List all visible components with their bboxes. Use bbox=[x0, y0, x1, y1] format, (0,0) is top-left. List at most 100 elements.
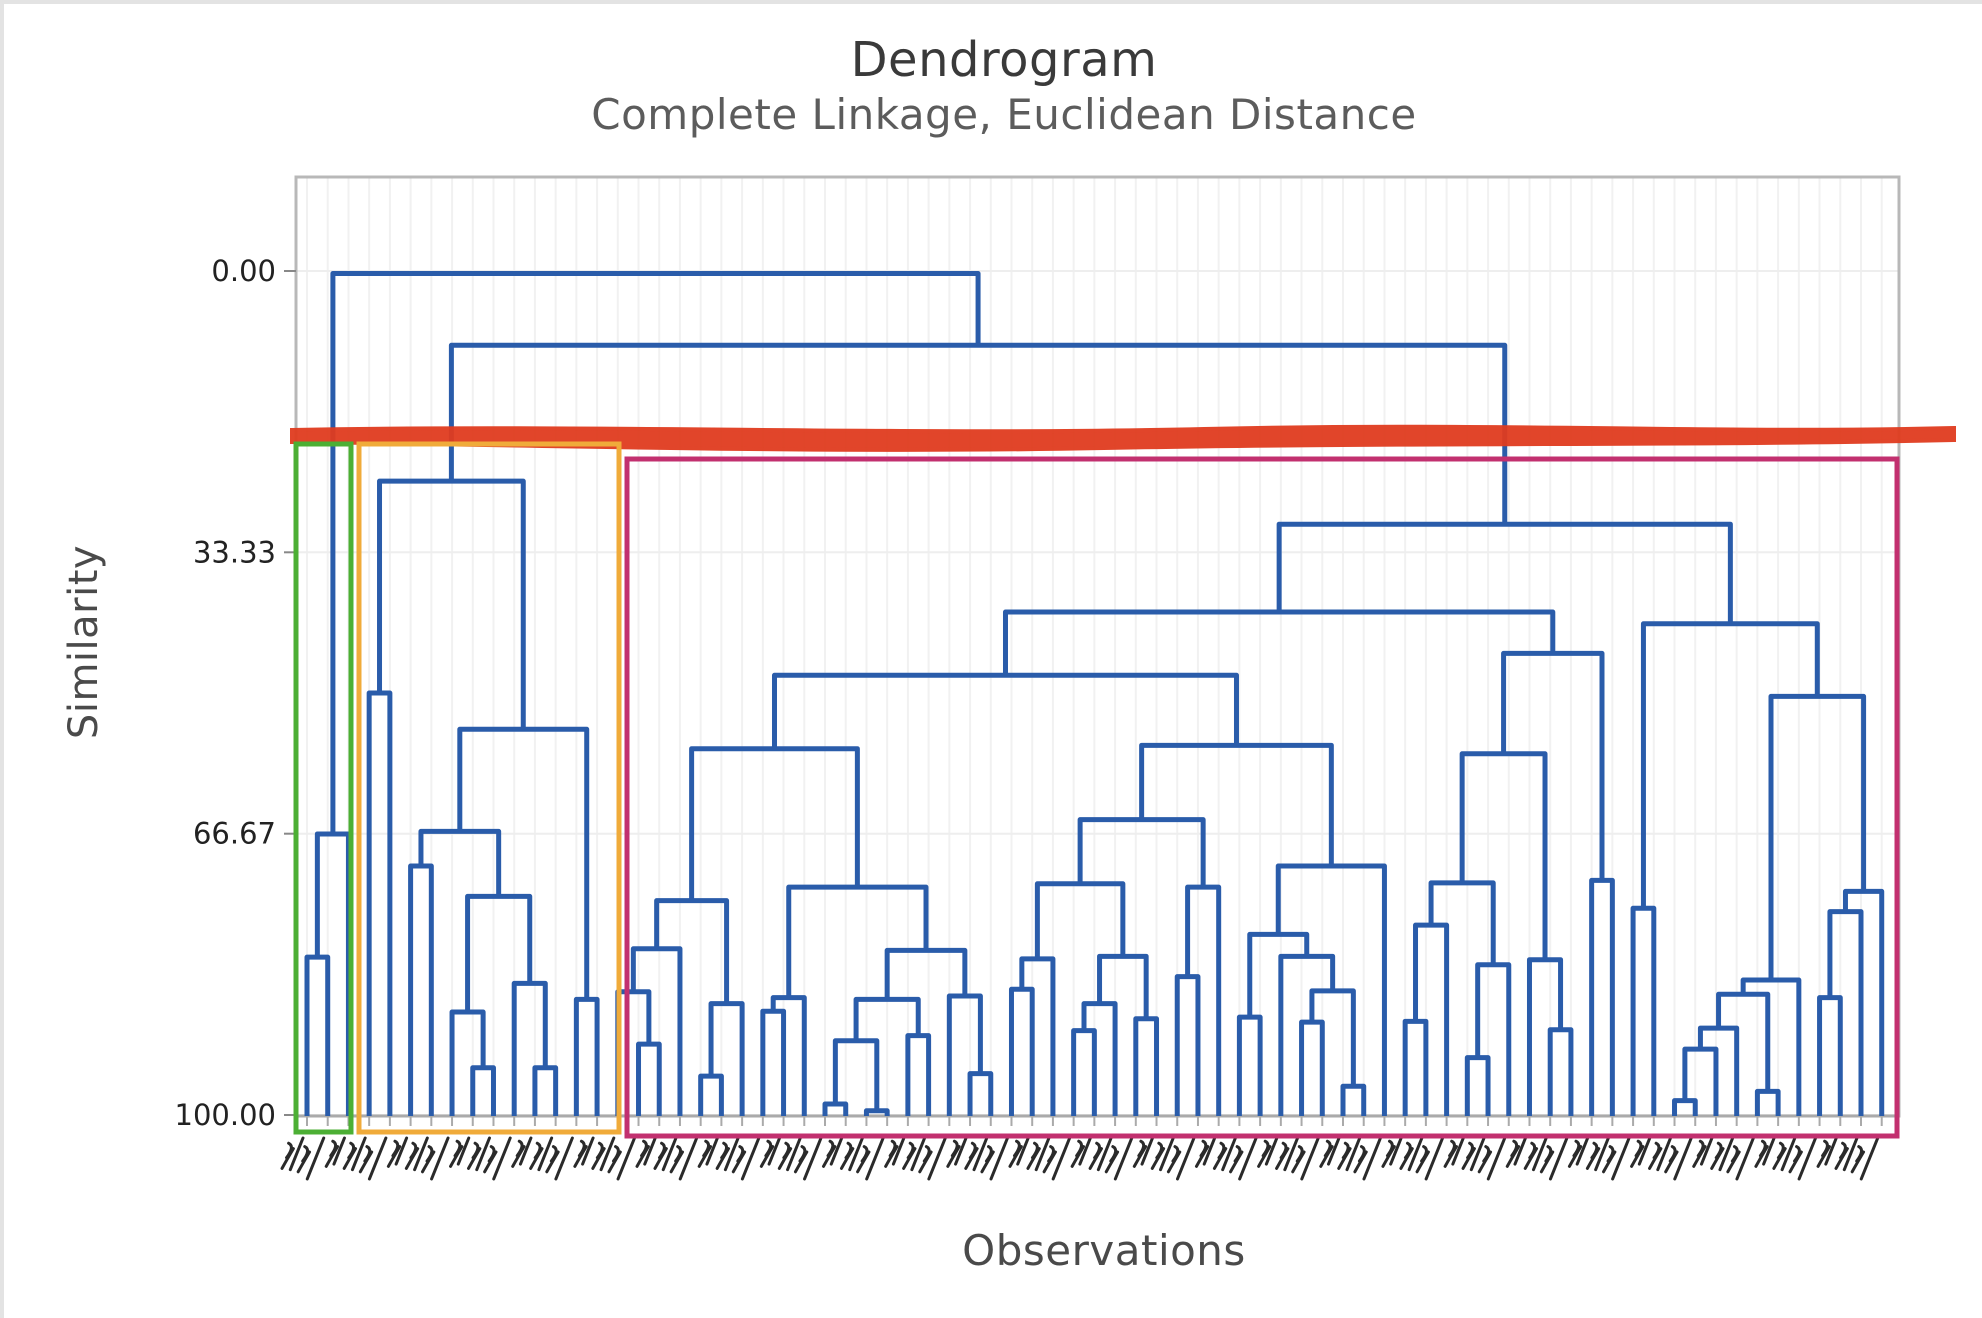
leaf-label-mark bbox=[404, 1136, 429, 1172]
leaf-label-mark bbox=[856, 1136, 885, 1181]
x-axis-label: Observations bbox=[962, 1226, 1246, 1275]
leaf-label-mark bbox=[573, 1136, 595, 1168]
leaf-label-mark bbox=[1194, 1136, 1217, 1168]
dendrogram-link bbox=[532, 1065, 559, 1116]
y-tick-label: 66.67 bbox=[193, 817, 276, 851]
x-tick-labels bbox=[280, 1136, 1880, 1181]
leaf-label-mark bbox=[1602, 1136, 1631, 1181]
leaf-label-mark bbox=[591, 1136, 616, 1172]
chart-title: Dendrogram bbox=[850, 32, 1158, 88]
leaf-label-mark bbox=[1150, 1136, 1175, 1172]
cluster-1-box bbox=[293, 441, 354, 1135]
chart-subtitle: Complete Linkage, Euclidean Distance bbox=[591, 90, 1417, 139]
x-axis-ticks bbox=[296, 1114, 1899, 1126]
leaf-label-mark bbox=[324, 1136, 346, 1168]
dendrogram-link bbox=[1547, 1027, 1574, 1116]
dendrogram-link bbox=[1402, 1018, 1429, 1116]
leaf-label-mark bbox=[1539, 1136, 1569, 1181]
leaf-label-mark bbox=[1850, 1136, 1880, 1181]
dendrogram-link bbox=[760, 1008, 787, 1116]
leaf-label-mark bbox=[1772, 1136, 1797, 1172]
dendrogram-link bbox=[832, 1038, 880, 1111]
dendrogram-link bbox=[470, 1065, 496, 1116]
dendrogram-link bbox=[822, 1101, 849, 1116]
leaf-label-mark bbox=[964, 1136, 989, 1172]
leaf-label-mark bbox=[1132, 1136, 1155, 1168]
leaf-label-mark bbox=[1275, 1136, 1300, 1172]
leaf-label-mark bbox=[1585, 1136, 1610, 1172]
leaf-label-mark bbox=[1212, 1136, 1237, 1172]
leaf-label-mark bbox=[884, 1136, 906, 1168]
leaf-label-mark bbox=[1664, 1136, 1693, 1181]
cluster-2-box bbox=[356, 441, 622, 1135]
y-axis: 0.00 33.33 66.67 100.00 bbox=[175, 254, 296, 1132]
leaf-label-mark bbox=[529, 1136, 554, 1172]
leaf-label-mark bbox=[1291, 1136, 1320, 1181]
leaf-label-mark bbox=[1461, 1136, 1486, 1172]
leaf-label-mark bbox=[1415, 1136, 1445, 1181]
leaf-label-mark bbox=[1353, 1136, 1382, 1181]
leaf-label-mark bbox=[280, 1136, 305, 1172]
leaf-label-mark bbox=[902, 1136, 927, 1172]
leaf-label-mark bbox=[420, 1136, 450, 1181]
leaf-label-mark bbox=[1229, 1136, 1258, 1181]
dendrogram-link bbox=[698, 1073, 724, 1116]
leaf-label-mark bbox=[386, 1136, 409, 1168]
leaf-label-mark bbox=[918, 1136, 947, 1181]
leaf-label-mark bbox=[1726, 1136, 1755, 1181]
y-tick-label: 0.00 bbox=[211, 254, 276, 288]
annotations bbox=[290, 424, 1956, 1139]
y-tick-label: 100.00 bbox=[175, 1098, 276, 1132]
leaf-label-mark bbox=[839, 1136, 864, 1172]
leaf-label-mark bbox=[1166, 1136, 1196, 1181]
leaf-label-mark bbox=[1104, 1136, 1134, 1181]
leaf-label-mark bbox=[1477, 1136, 1507, 1181]
leaf-label-mark bbox=[653, 1136, 678, 1172]
leaf-label-mark bbox=[1399, 1136, 1424, 1172]
leaf-label-mark bbox=[342, 1136, 367, 1172]
leaf-label-mark bbox=[669, 1136, 699, 1181]
leaf-label-mark bbox=[1630, 1136, 1652, 1168]
leaf-label-mark bbox=[1026, 1136, 1051, 1172]
leaf-label-mark bbox=[635, 1136, 657, 1168]
leaf-label-mark bbox=[449, 1136, 471, 1168]
leaf-label-mark bbox=[1088, 1136, 1113, 1172]
leaf-label-mark bbox=[1816, 1136, 1838, 1168]
leaf-label-mark bbox=[1070, 1136, 1092, 1168]
leaf-label-mark bbox=[1381, 1136, 1403, 1168]
leaf-label-mark bbox=[821, 1136, 844, 1168]
cut-line bbox=[290, 424, 1956, 452]
leaf-label-mark bbox=[1505, 1136, 1527, 1168]
leaf-label-mark bbox=[1754, 1136, 1776, 1168]
dendrogram-link bbox=[1682, 1046, 1719, 1116]
leaf-label-mark bbox=[1008, 1136, 1030, 1168]
dendrogram-chart: 0.00 33.33 66.67 100.00 bbox=[175, 175, 1956, 1181]
leaf-label-mark bbox=[777, 1136, 802, 1172]
leaf-label-mark bbox=[1710, 1136, 1735, 1172]
leaf-label-mark bbox=[483, 1136, 512, 1181]
leaf-label-mark bbox=[1042, 1136, 1072, 1181]
leaf-label-mark bbox=[1788, 1136, 1818, 1181]
leaf-label-mark bbox=[1692, 1136, 1714, 1168]
leaf-label-mark bbox=[296, 1136, 326, 1181]
leaf-label-mark bbox=[607, 1136, 637, 1181]
dendrogram-link bbox=[1697, 1025, 1740, 1116]
cluster-3-box bbox=[624, 456, 1900, 1139]
leaf-label-mark bbox=[1443, 1136, 1465, 1168]
dendrogram-tree bbox=[304, 271, 1885, 1116]
y-tick-label: 33.33 bbox=[193, 535, 276, 569]
leaf-label-mark bbox=[1319, 1136, 1341, 1168]
leaf-label-mark bbox=[793, 1136, 823, 1181]
leaf-label-mark bbox=[1648, 1136, 1673, 1172]
leaf-label-mark bbox=[358, 1136, 388, 1181]
leaf-label-mark bbox=[697, 1136, 719, 1168]
leaf-label-mark bbox=[1834, 1136, 1859, 1172]
leaf-label-mark bbox=[715, 1136, 740, 1172]
leaf-label-mark bbox=[759, 1136, 782, 1168]
leaf-label-mark bbox=[1523, 1136, 1548, 1172]
leaf-label-mark bbox=[980, 1136, 1009, 1181]
dendrogram-link bbox=[330, 271, 981, 834]
dendrogram-link bbox=[1464, 1055, 1491, 1116]
leaf-label-mark bbox=[731, 1136, 761, 1181]
